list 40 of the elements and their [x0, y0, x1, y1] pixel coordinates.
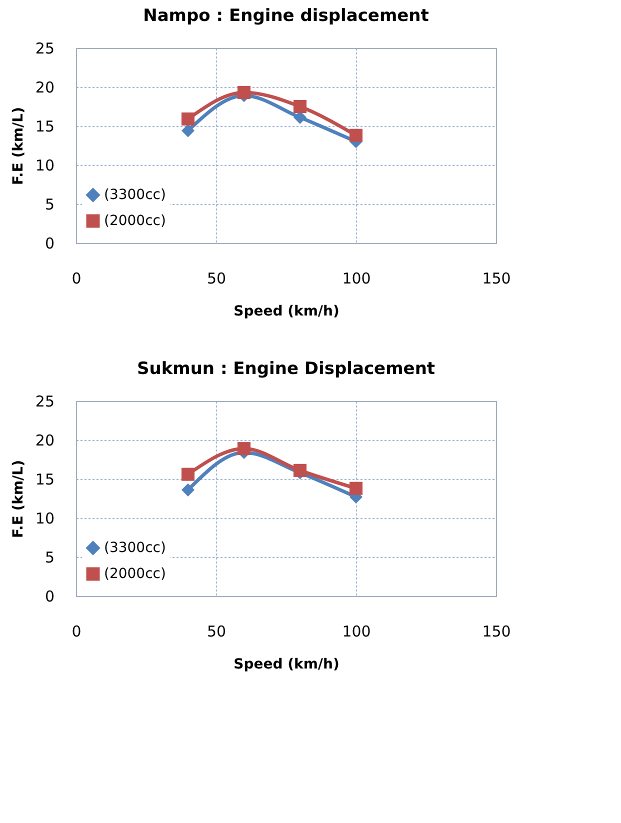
point	[181, 124, 195, 138]
y-tick-label: 20	[35, 78, 54, 96]
y-tick-label: 10	[35, 510, 54, 528]
y-tick-label: 5	[44, 548, 54, 566]
y-axis-title: F.E (km/L)	[10, 460, 26, 538]
legend-label: (3300cc)	[104, 540, 166, 556]
x-tick-label: 150	[482, 622, 511, 640]
point	[293, 464, 307, 477]
y-tick-label: 5	[44, 196, 54, 214]
y-tick-label: 15	[35, 470, 54, 488]
point	[237, 86, 251, 99]
legend-label: (2000cc)	[104, 213, 166, 229]
y-tick-label: 0	[44, 588, 54, 606]
x-tick-label: 50	[206, 622, 226, 640]
x-axis-title: Speed (km/h)	[234, 656, 340, 672]
y-tick-label: 25	[35, 40, 54, 58]
chart-title: Nampo : Engine displacement	[143, 6, 429, 26]
y-tick-label: 20	[35, 432, 54, 450]
x-tick-label: 100	[342, 622, 371, 640]
x-tick-label: 0	[72, 622, 82, 640]
x-tick-label: 0	[72, 270, 82, 288]
y-tick-label: 15	[35, 118, 54, 136]
chart-title: Sukmun : Engine Displacement	[136, 359, 436, 379]
point	[181, 483, 195, 496]
x-axis-title: Speed (km/h)	[234, 304, 340, 320]
legend-label: (3300cc)	[104, 187, 166, 203]
y-tick-label: 25	[35, 392, 54, 410]
y-tick-label: 10	[35, 156, 54, 174]
legend-label: (2000cc)	[104, 566, 166, 582]
y-axis-title: F.E (km/L)	[10, 107, 26, 185]
point	[237, 442, 251, 456]
x-tick-label: 50	[206, 270, 226, 288]
point	[349, 482, 363, 495]
point	[181, 468, 195, 481]
y-tick-label: 0	[44, 234, 54, 252]
point	[293, 100, 307, 114]
point	[181, 112, 195, 126]
point	[349, 128, 363, 142]
x-tick-label: 100	[342, 270, 371, 288]
x-tick-label: 150	[482, 270, 511, 288]
